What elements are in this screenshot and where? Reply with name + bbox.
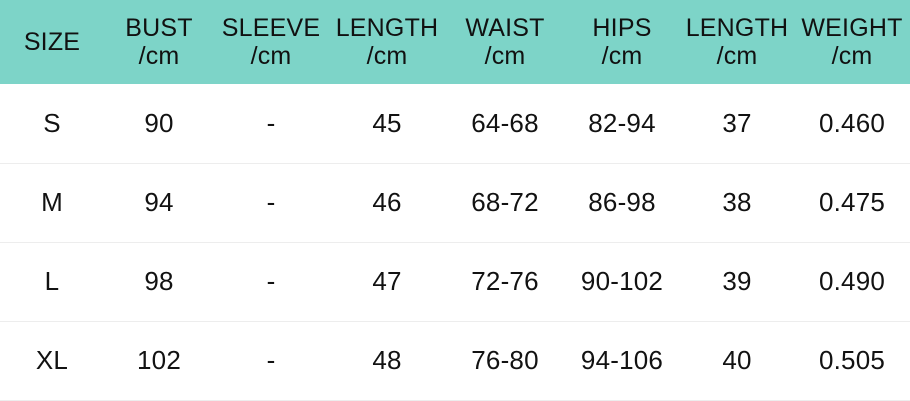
column-header-bust-unit: /cm — [138, 42, 180, 70]
column-header-hips-unit: /cm — [601, 42, 643, 70]
cell-length-bottom: 38 — [680, 163, 794, 243]
cell-hips: 90-102 — [564, 242, 680, 322]
column-header-hips: HIPS /cm — [564, 0, 680, 84]
column-header-waist-title: WAIST — [465, 14, 545, 42]
table-row: S 90 - 45 64-68 82-94 37 0.460 — [0, 84, 910, 164]
column-header-bust-title: BUST — [125, 14, 193, 42]
cell-hips: 94-106 — [564, 321, 680, 401]
header-row: SIZE BUST /cm SLEEVE /cm LENGTH /cm WAIS… — [0, 0, 910, 84]
table-row: L 98 - 47 72-76 90-102 39 0.490 — [0, 242, 910, 322]
table-header: SIZE BUST /cm SLEEVE /cm LENGTH /cm WAIS… — [0, 0, 910, 84]
cell-length-bottom: 40 — [680, 321, 794, 401]
cell-waist: 76-80 — [446, 321, 564, 401]
column-header-waist: WAIST /cm — [446, 0, 564, 84]
cell-length-bottom: 39 — [680, 242, 794, 322]
cell-sleeve: - — [214, 242, 328, 322]
cell-hips: 86-98 — [564, 163, 680, 243]
column-header-length-top-unit: /cm — [366, 42, 408, 70]
cell-bust: 98 — [104, 242, 214, 322]
cell-weight: 0.505 — [794, 321, 910, 401]
cell-length-top: 46 — [328, 163, 446, 243]
column-header-length-bottom: LENGTH /cm — [680, 0, 794, 84]
cell-bust: 94 — [104, 163, 214, 243]
column-header-weight: WEIGHT /cm — [794, 0, 910, 84]
column-header-size-title: SIZE — [23, 28, 81, 56]
cell-sleeve: - — [214, 321, 328, 401]
column-header-sleeve-title: SLEEVE — [221, 14, 321, 42]
cell-length-top: 48 — [328, 321, 446, 401]
table-body: S 90 - 45 64-68 82-94 37 0.460 M 94 - 46… — [0, 84, 910, 401]
column-header-hips-title: HIPS — [592, 14, 652, 42]
table-row: M 94 - 46 68-72 86-98 38 0.475 — [0, 163, 910, 243]
cell-hips: 82-94 — [564, 84, 680, 164]
column-header-length-bottom-title: LENGTH — [685, 14, 789, 42]
cell-size: S — [0, 84, 104, 164]
cell-length-top: 47 — [328, 242, 446, 322]
column-header-weight-unit: /cm — [831, 42, 873, 70]
cell-size: M — [0, 163, 104, 243]
cell-bust: 90 — [104, 84, 214, 164]
cell-weight: 0.490 — [794, 242, 910, 322]
cell-waist: 72-76 — [446, 242, 564, 322]
column-header-sleeve: SLEEVE /cm — [214, 0, 328, 84]
cell-waist: 64-68 — [446, 84, 564, 164]
cell-weight: 0.475 — [794, 163, 910, 243]
column-header-waist-unit: /cm — [484, 42, 526, 70]
cell-size: XL — [0, 321, 104, 401]
cell-sleeve: - — [214, 163, 328, 243]
column-header-length-top: LENGTH /cm — [328, 0, 446, 84]
cell-bust: 102 — [104, 321, 214, 401]
column-header-length-top-title: LENGTH — [335, 14, 439, 42]
column-header-bust: BUST /cm — [104, 0, 214, 84]
column-header-weight-title: WEIGHT — [801, 14, 903, 42]
table-row: XL 102 - 48 76-80 94-106 40 0.505 — [0, 321, 910, 401]
column-header-size: SIZE — [0, 0, 104, 84]
cell-length-bottom: 37 — [680, 84, 794, 164]
cell-length-top: 45 — [328, 84, 446, 164]
cell-sleeve: - — [214, 84, 328, 164]
cell-weight: 0.460 — [794, 84, 910, 164]
column-header-length-bottom-unit: /cm — [716, 42, 758, 70]
column-header-sleeve-unit: /cm — [250, 42, 292, 70]
cell-size: L — [0, 242, 104, 322]
cell-waist: 68-72 — [446, 163, 564, 243]
